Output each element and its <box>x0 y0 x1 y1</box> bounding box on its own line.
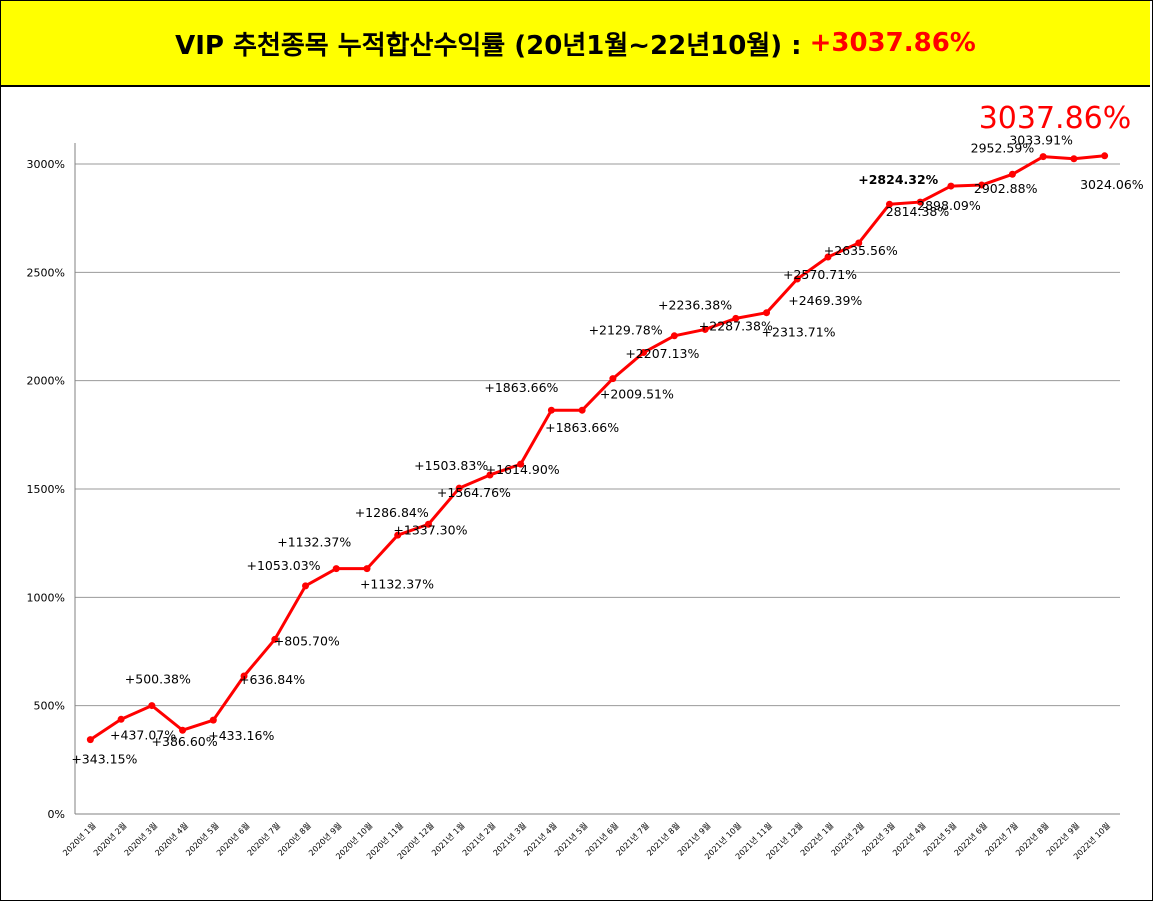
data-label: 3033.91% <box>1009 133 1073 148</box>
data-label: 2902.88% <box>974 181 1038 196</box>
data-label: +1614.90% <box>486 462 560 477</box>
data-point <box>517 460 525 468</box>
data-point <box>640 349 648 357</box>
data-label: +500.38% <box>125 672 191 687</box>
data-point <box>793 275 801 283</box>
data-point <box>947 182 955 190</box>
data-label: 2952.59% <box>971 140 1035 155</box>
data-label: +2570.71% <box>783 267 857 282</box>
data-label: +2009.51% <box>600 387 674 402</box>
data-label: 2814.38% <box>886 204 950 219</box>
data-label: 2898.09% <box>917 198 981 213</box>
data-point <box>1008 170 1016 178</box>
data-point <box>1070 155 1078 163</box>
data-point <box>732 314 740 322</box>
data-point <box>916 198 924 206</box>
y-tick-label: 1500% <box>27 483 65 496</box>
data-label: +433.16% <box>208 728 274 743</box>
data-label: 3024.06% <box>1080 177 1144 192</box>
data-point <box>424 520 432 528</box>
data-label: +1286.84% <box>355 505 429 520</box>
data-label: +1053.03% <box>246 558 320 573</box>
data-label: +2469.39% <box>788 293 862 308</box>
data-point <box>609 375 617 383</box>
data-point <box>547 406 555 414</box>
y-tick-label: 2500% <box>27 266 65 279</box>
data-label: +1863.66% <box>545 420 619 435</box>
data-point <box>209 716 217 724</box>
data-point <box>701 325 709 333</box>
data-label: +2287.38% <box>699 318 773 333</box>
data-label: +1132.37% <box>277 535 351 550</box>
data-label: +2129.78% <box>589 323 663 338</box>
data-point <box>86 736 94 744</box>
data-label: +1564.76% <box>437 485 511 500</box>
data-point <box>394 531 402 539</box>
data-point <box>1039 153 1047 161</box>
data-point <box>978 181 986 189</box>
data-point <box>271 635 279 643</box>
data-label: +1132.37% <box>360 577 434 592</box>
y-tick-label: 1000% <box>27 591 65 604</box>
data-point <box>885 200 893 208</box>
data-point <box>486 471 494 479</box>
final-value-label: 3037.86% <box>979 101 1132 136</box>
y-tick-label: 3000% <box>27 158 65 171</box>
data-point <box>179 726 187 734</box>
data-point <box>240 672 248 680</box>
series-line <box>89 154 1105 741</box>
title-banner: VIP 추천종목 누적합산수익률 (20년1월~22년10월) : +3037.… <box>1 1 1150 87</box>
data-point <box>117 715 125 723</box>
data-point <box>332 565 340 573</box>
data-point <box>302 582 310 590</box>
data-label: +386.60% <box>152 734 218 749</box>
data-label: +2207.13% <box>625 346 699 361</box>
data-label: +437.07% <box>110 727 176 742</box>
data-label: +1337.30% <box>393 522 467 537</box>
y-tick-label: 0% <box>48 808 65 821</box>
data-label: +1503.83% <box>414 458 488 473</box>
data-label: +2313.71% <box>762 325 836 340</box>
y-tick-label: 2000% <box>27 375 65 388</box>
y-tick-label: 500% <box>34 700 65 713</box>
data-point <box>578 406 586 414</box>
data-label: +2236.38% <box>658 297 732 312</box>
data-label: +343.15% <box>71 752 137 767</box>
chart-title: VIP 추천종목 누적합산수익률 (20년1월~22년10월) : <box>175 30 802 61</box>
data-point <box>1101 152 1109 160</box>
total-return-highlight: +3037.86% <box>809 28 976 58</box>
data-label: +2635.56% <box>824 243 898 258</box>
data-point <box>855 239 863 247</box>
data-point <box>670 332 678 340</box>
data-point <box>455 484 463 492</box>
data-label: +1863.66% <box>484 380 558 395</box>
data-point <box>824 253 832 261</box>
data-point <box>363 565 371 573</box>
data-point <box>763 309 771 317</box>
data-label: +805.70% <box>274 633 340 648</box>
data-label: +2824.32% <box>858 172 938 187</box>
data-label: +636.84% <box>239 672 305 687</box>
data-point <box>148 702 156 710</box>
